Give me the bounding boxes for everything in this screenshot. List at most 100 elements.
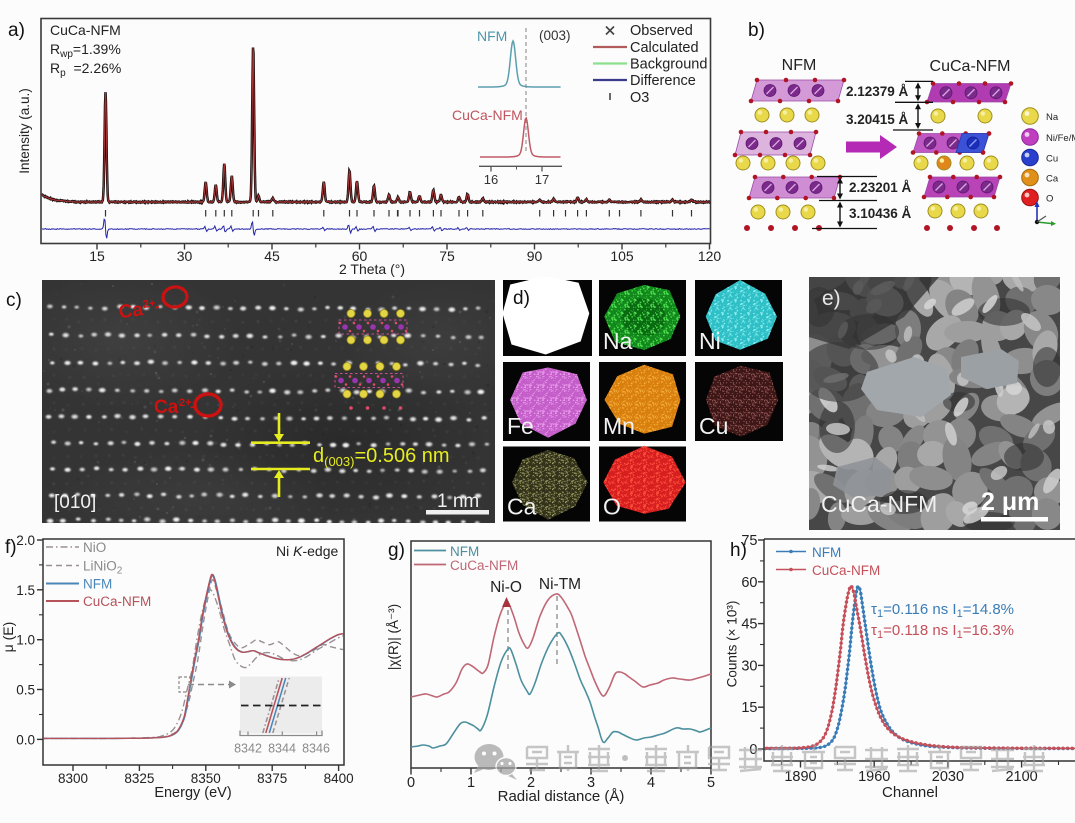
svg-text:Ca: Ca	[117, 299, 144, 323]
svg-text:NFM: NFM	[83, 577, 112, 592]
svg-text:NFM: NFM	[782, 57, 817, 74]
svg-text:CuCa-NFM: CuCa-NFM	[452, 107, 523, 123]
svg-text:60: 60	[741, 575, 757, 591]
svg-text:3: 3	[587, 775, 595, 791]
svg-text:d): d)	[513, 288, 530, 309]
svg-text:O3: O3	[630, 90, 649, 106]
svg-text:Ca: Ca	[507, 494, 537, 520]
svg-text:NFM: NFM	[450, 544, 479, 559]
svg-text:90: 90	[527, 248, 543, 264]
svg-text:2 Theta (°): 2 Theta (°)	[339, 261, 405, 277]
svg-text:Observed: Observed	[630, 23, 693, 39]
svg-text:15: 15	[741, 700, 757, 716]
svg-text:30: 30	[741, 658, 757, 674]
svg-text:CuCa-NFM: CuCa-NFM	[812, 563, 880, 578]
svg-text:Ni-TM: Ni-TM	[539, 576, 581, 593]
svg-text:Rwp=1.39%: Rwp=1.39%	[50, 41, 121, 60]
svg-text:45: 45	[741, 617, 757, 633]
svg-text:Cu: Cu	[699, 413, 728, 439]
svg-text:|χ(R)| (Å⁻³): |χ(R)| (Å⁻³)	[386, 604, 401, 670]
svg-text:45: 45	[264, 248, 280, 264]
svg-text:1890: 1890	[784, 769, 816, 785]
svg-text:17: 17	[535, 172, 549, 187]
svg-text:60: 60	[352, 248, 368, 264]
svg-text:h): h)	[730, 540, 747, 561]
svg-text:CuCa-NFM: CuCa-NFM	[50, 22, 121, 38]
svg-text:2+: 2+	[179, 397, 192, 409]
svg-text:2+: 2+	[142, 297, 156, 311]
svg-text:Background: Background	[630, 57, 707, 73]
svg-text:Ca: Ca	[154, 397, 179, 418]
svg-text:1960: 1960	[858, 769, 890, 785]
svg-text:LiNiO2: LiNiO2	[83, 559, 123, 577]
svg-text:1 nm: 1 nm	[437, 491, 479, 512]
svg-text:1.5: 1.5	[16, 583, 35, 598]
svg-text:Ni/Fe/M: Ni/Fe/M	[1046, 133, 1075, 144]
svg-text:Ca: Ca	[1046, 174, 1059, 185]
svg-text:τ1=0.118 ns I1=16.3%: τ1=0.118 ns I1=16.3%	[871, 622, 1014, 641]
svg-text:f): f)	[5, 537, 17, 558]
svg-text:8300: 8300	[58, 771, 88, 786]
svg-text:CuCa-NFM: CuCa-NFM	[930, 58, 1011, 75]
svg-text:NFM: NFM	[812, 545, 841, 560]
svg-text:8350: 8350	[191, 771, 221, 786]
svg-text:Ni: Ni	[699, 328, 721, 354]
svg-text:Counts (× 10³): Counts (× 10³)	[725, 601, 740, 688]
svg-text:3.20415 Å: 3.20415 Å	[846, 112, 909, 127]
svg-text:NFM: NFM	[477, 28, 507, 44]
svg-text:8344: 8344	[268, 742, 296, 756]
svg-text:0: 0	[407, 775, 415, 791]
svg-text:Channel: Channel	[882, 784, 938, 801]
svg-text:c): c)	[6, 290, 22, 311]
svg-text:CuCa-NFM: CuCa-NFM	[821, 491, 937, 517]
svg-text:a): a)	[8, 20, 25, 41]
svg-text:2030: 2030	[932, 769, 964, 785]
svg-text:5: 5	[707, 775, 715, 791]
svg-text:Na: Na	[603, 328, 633, 354]
svg-text:120: 120	[698, 248, 722, 264]
svg-text:Difference: Difference	[630, 73, 696, 89]
svg-text:3.10436 Å: 3.10436 Å	[849, 206, 912, 221]
svg-text:8325: 8325	[124, 771, 154, 786]
svg-text:e): e)	[822, 287, 841, 310]
svg-text:g): g)	[388, 540, 405, 561]
svg-text:b): b)	[748, 20, 765, 41]
svg-text:O: O	[603, 494, 621, 520]
svg-text:Rp =2.26%: Rp =2.26%	[50, 60, 121, 79]
svg-text:CuCa-NFM: CuCa-NFM	[83, 594, 151, 609]
svg-text:16: 16	[484, 172, 498, 187]
svg-text:NiO: NiO	[83, 540, 106, 555]
svg-text:[010]: [010]	[54, 492, 96, 513]
svg-text:τ1=0.116 ns I1=14.8%: τ1=0.116 ns I1=14.8%	[871, 601, 1014, 620]
svg-text:8342: 8342	[234, 742, 262, 756]
svg-text:Ni-O: Ni-O	[490, 579, 522, 596]
svg-text:4: 4	[647, 775, 655, 791]
svg-text:2: 2	[527, 775, 535, 791]
svg-text:8375: 8375	[257, 771, 287, 786]
svg-text:Fe: Fe	[507, 413, 534, 439]
svg-text:0.5: 0.5	[16, 683, 35, 698]
svg-text:2.0: 2.0	[16, 533, 35, 548]
svg-text:30: 30	[177, 248, 193, 264]
svg-text:2.12379 Å: 2.12379 Å	[846, 84, 909, 99]
svg-text:CuCa-NFM: CuCa-NFM	[450, 558, 518, 573]
svg-text:Ni K-edge: Ni K-edge	[276, 543, 338, 559]
svg-text:Na: Na	[1046, 112, 1059, 123]
svg-text:-: -	[153, 298, 160, 316]
svg-text:2100: 2100	[1005, 769, 1037, 785]
svg-text:Radial distance (Å): Radial distance (Å)	[498, 788, 625, 805]
svg-text:(003): (003)	[539, 28, 571, 43]
svg-text:8346: 8346	[302, 742, 330, 756]
svg-text:75: 75	[439, 248, 455, 264]
svg-text:2 μm: 2 μm	[981, 488, 1039, 516]
svg-text:O: O	[1046, 194, 1053, 205]
svg-text:0.0: 0.0	[16, 732, 35, 747]
svg-text:105: 105	[610, 248, 634, 264]
svg-text:Energy (eV): Energy (eV)	[154, 785, 231, 801]
svg-text:75: 75	[741, 533, 757, 549]
svg-text:Calculated: Calculated	[630, 40, 699, 56]
svg-text:8400: 8400	[324, 771, 354, 786]
svg-text:1.0: 1.0	[16, 633, 35, 648]
svg-text:15: 15	[89, 248, 105, 264]
svg-text:Mn: Mn	[603, 413, 635, 439]
